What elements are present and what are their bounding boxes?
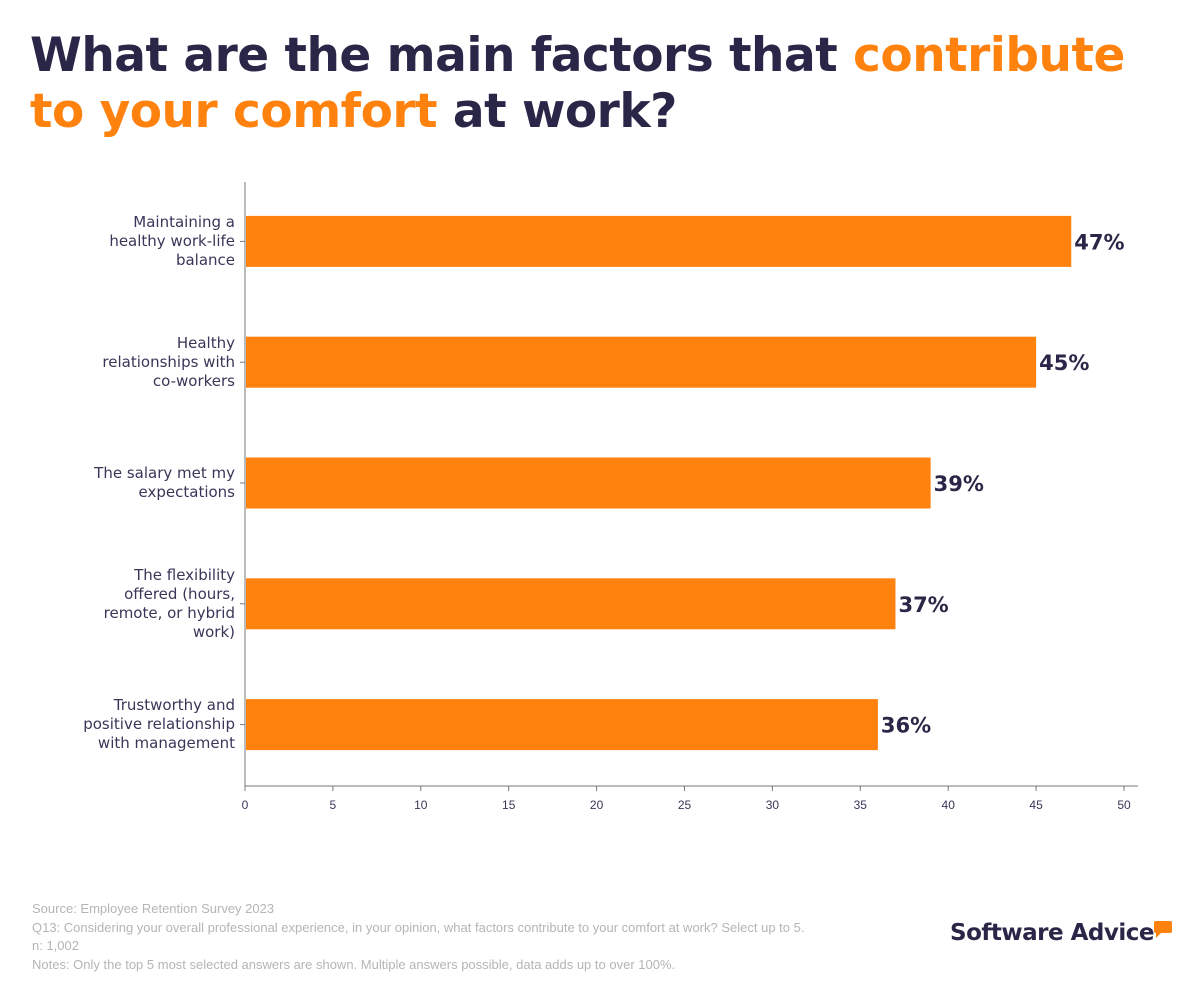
category-label-line: expectations — [138, 483, 235, 501]
bar — [246, 578, 896, 630]
x-tick-label: 15 — [502, 798, 516, 812]
bar — [246, 215, 1072, 267]
footer-notes: Source: Employee Retention Survey 2023 Q… — [32, 900, 804, 974]
category-label: Healthy relationships with co-workers — [35, 334, 235, 391]
x-tick-label: 25 — [678, 798, 692, 812]
category-label-line: Trustworthy and — [113, 696, 235, 715]
x-tick-label: 20 — [590, 798, 604, 812]
chart-title: What are the main factors that contribut… — [30, 28, 1150, 140]
title-highlight: contribute to your comfort — [30, 28, 1125, 139]
x-tick-label: 5 — [330, 798, 337, 812]
category-label-line: Healthy — [176, 333, 235, 352]
category-label-line: co-workers — [152, 371, 235, 390]
category-label-line: relationships with — [102, 352, 235, 371]
category-label-line: positive relationship — [83, 715, 235, 734]
x-tick-label: 30 — [766, 798, 780, 812]
category-label-line: work) — [192, 622, 235, 641]
data-label: 36% — [881, 714, 931, 738]
category-label: The flexibility offered (hours, remote, or… — [35, 566, 235, 642]
question-note: Q13: Considering your overall profession… — [32, 919, 805, 935]
bar — [246, 457, 931, 509]
x-tick-label: 50 — [1117, 798, 1131, 812]
data-label: 45% — [1039, 351, 1089, 375]
software-advice-logo: Software Advice — [950, 920, 1154, 946]
category-label: The salary met my expectations — [35, 464, 235, 502]
source-note: Source: Employee Retention Survey 2023 — [32, 901, 275, 916]
x-tick-label: 10 — [414, 798, 428, 812]
category-label-line: healthy work-life — [109, 231, 235, 250]
notes: Notes: Only the top 5 most selected answ… — [32, 956, 676, 972]
title-text: What are the main factors that — [30, 28, 854, 83]
x-tick-label: 35 — [854, 798, 868, 812]
x-tick-label: 40 — [942, 798, 956, 812]
category-label-line: The salary met my — [94, 464, 235, 482]
category-label: Maintaining a healthy work-life balance — [35, 213, 235, 270]
category-label-line: with management — [97, 734, 235, 753]
data-label: 37% — [898, 593, 948, 617]
title-text-end: at work? — [437, 84, 677, 139]
category-label-line: offered (hours, — [124, 584, 235, 603]
category-label: Trustworthy and positive relationship with… — [35, 696, 235, 753]
sample-size-note: n: 1,002 — [32, 938, 79, 953]
category-label-line: Maintaining a — [133, 212, 235, 231]
x-tick-label: 0 — [242, 798, 249, 812]
data-label: 47% — [1074, 230, 1124, 254]
x-tick-label: 45 — [1029, 798, 1043, 812]
data-label: 39% — [934, 472, 984, 496]
speech-bubble-icon — [1154, 921, 1172, 938]
bar — [246, 336, 1037, 388]
category-label-line: remote, or hybrid — [103, 603, 235, 622]
category-label-line: balance — [175, 250, 235, 269]
bar — [246, 699, 878, 751]
category-label-line: The flexibility — [134, 565, 235, 584]
